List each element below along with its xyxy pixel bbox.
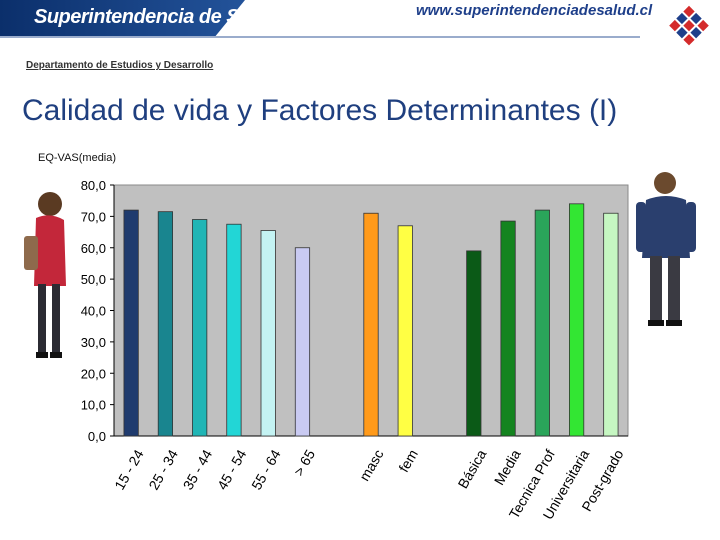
department-name: Departamento de Estudios y Desarrollo: [26, 60, 214, 71]
x-tick-label: 25 - 34: [145, 447, 181, 493]
bar-básica: [466, 250, 482, 437]
people-photo-right: [636, 172, 696, 326]
bar-15-24: [123, 209, 139, 437]
bar-universitaria: [569, 203, 585, 437]
y-tick-label: 70,0: [81, 209, 106, 224]
y-tick-label: 20,0: [81, 366, 106, 381]
page-title: Calidad de vida y Factores Determinantes…: [22, 94, 618, 127]
x-tick-label: Básica: [455, 447, 490, 492]
x-tick-label: > 65: [290, 447, 318, 479]
bar-post-grado: [603, 212, 619, 437]
x-tick-label: 15 - 24: [111, 447, 147, 493]
y-tick-label: 40,0: [81, 304, 106, 319]
header-banner: [0, 0, 245, 36]
y-tick-label: 10,0: [81, 398, 106, 413]
x-tick-label: 35 - 44: [180, 447, 216, 493]
bar-45-54: [226, 223, 242, 437]
bar-35-44: [192, 219, 208, 437]
eq-vas-bar-chart: 0,0 10,0 20,0 30,0 40,0 50,0 60,0 70,0 80,0 15 -…: [81, 178, 629, 522]
x-tick-label: 45 - 54: [214, 447, 250, 493]
bar--65: [294, 247, 311, 437]
bar-media: [500, 220, 516, 437]
header-divider: [0, 36, 640, 38]
people-photo-left: [24, 192, 66, 358]
bar-25-34: [157, 211, 173, 437]
chile-logo-icon: [669, 5, 709, 46]
x-tick-label: fem: [395, 447, 421, 475]
bar-tecnica-prof: [534, 209, 550, 437]
y-tick-label: 0,0: [88, 429, 106, 444]
y-tick-label: 80,0: [81, 178, 106, 193]
bar-55-64: [260, 230, 276, 437]
x-tick-label: Media: [491, 447, 524, 488]
x-tick-label: masc: [356, 447, 387, 484]
y-tick-label: 60,0: [81, 241, 106, 256]
brand-name: Superintendencia de Salud: [34, 6, 279, 28]
y-tick-label: 30,0: [81, 335, 106, 350]
y-axis-label: EQ-VAS(media): [38, 152, 117, 164]
bar-fem: [397, 225, 413, 437]
bar-masc: [363, 212, 379, 437]
x-tick-label: 55 - 64: [248, 447, 284, 493]
website-link[interactable]: www.superintendenciadesalud.cl: [416, 2, 653, 19]
y-tick-label: 50,0: [81, 272, 106, 287]
